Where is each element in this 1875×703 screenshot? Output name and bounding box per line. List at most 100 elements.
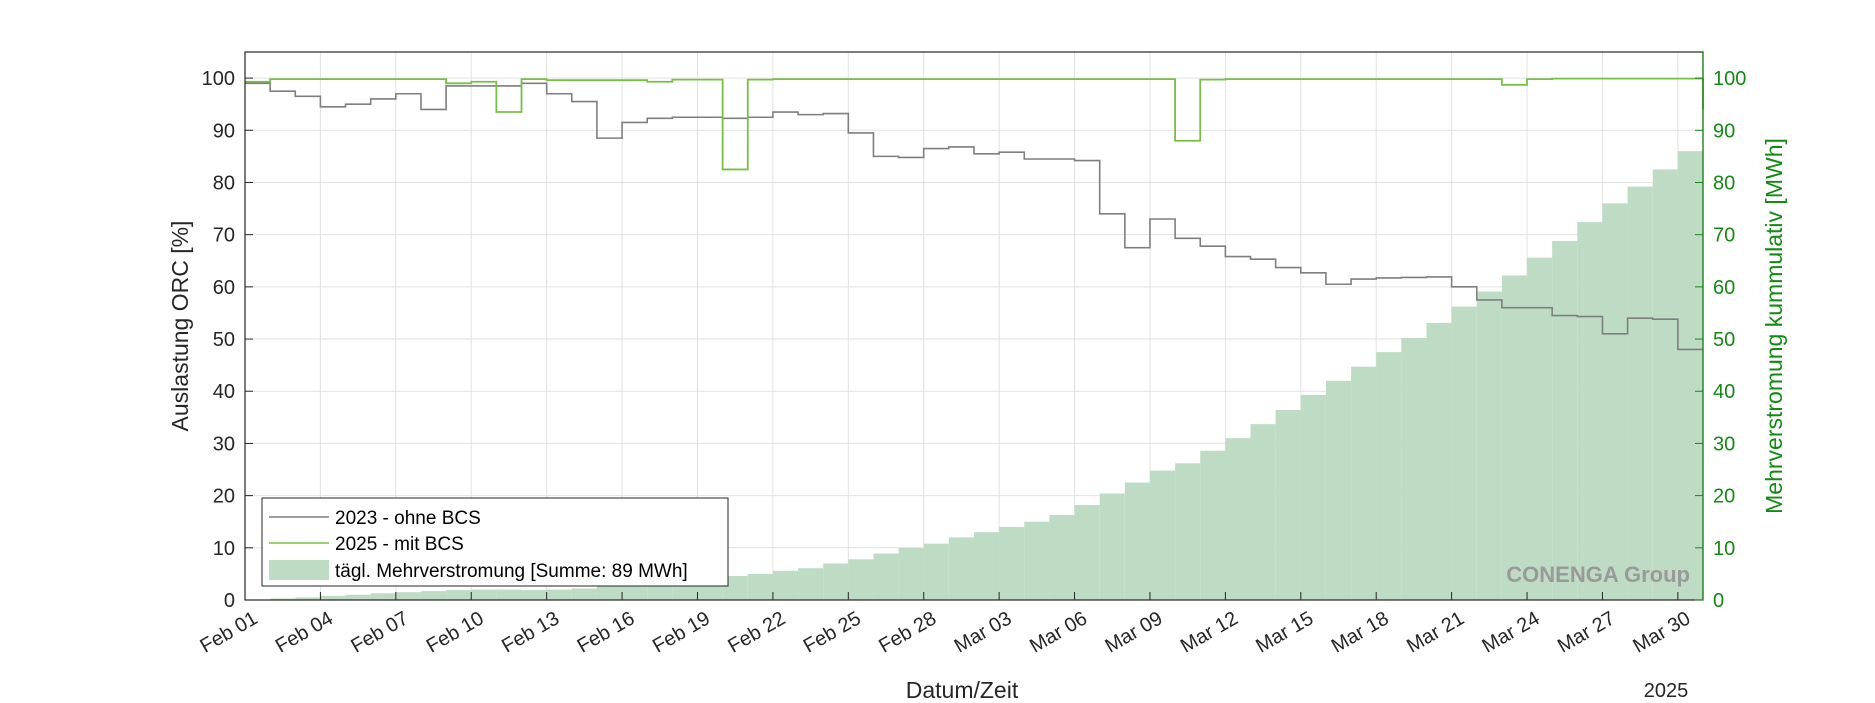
area-step-31 (1024, 521, 1050, 600)
area-step-50 (1501, 275, 1528, 600)
legend-label-2025: 2025 - mit BCS (335, 534, 464, 555)
area-step-33 (1074, 505, 1100, 600)
x-tick-4: Feb 13 (498, 607, 563, 657)
y-left-tick-3: 30 (213, 433, 235, 455)
x-tick-17: Mar 24 (1479, 607, 1544, 657)
area-step-20 (747, 573, 773, 600)
x-tick-3: Feb 10 (423, 607, 488, 657)
area-step-34 (1099, 493, 1125, 600)
x-tick-8: Feb 25 (800, 607, 865, 657)
area-step-28 (948, 537, 974, 600)
y-left-tick-9: 90 (213, 120, 235, 142)
area-step-7 (420, 591, 447, 600)
area-step-30 (999, 526, 1025, 600)
series-lines (245, 77, 1704, 351)
area-step-5 (370, 593, 396, 600)
area-step-23 (823, 563, 849, 600)
y-left-tick-10: 100 (202, 68, 235, 90)
legend-swatch-area (269, 560, 329, 580)
area-step-15 (622, 584, 648, 600)
legend: 2023 - ohne BCS 2025 - mit BCS tägl. Meh… (261, 497, 729, 587)
area-step-25 (873, 553, 899, 600)
x-axis-label: Datum/Zeit (906, 677, 1019, 703)
area-step-46 (1401, 338, 1427, 600)
area-step-8 (446, 590, 472, 600)
y-left-tick-1: 10 (213, 538, 235, 560)
area-step-37 (1175, 463, 1201, 600)
x-tick-19: Mar 30 (1629, 607, 1694, 657)
x-tick-14: Mar 15 (1252, 607, 1317, 657)
x-tick-18: Mar 27 (1554, 607, 1619, 657)
watermark: CONENGA Group (1506, 562, 1690, 587)
area-step-36 (1149, 470, 1176, 600)
area-step-24 (848, 559, 874, 600)
y-right-tick-1: 10 (1713, 538, 1735, 560)
area-step-16 (647, 582, 673, 600)
y-right-tick-8: 80 (1713, 172, 1735, 194)
y-right-tick-9: 90 (1713, 120, 1735, 142)
area-step-57 (1677, 151, 1703, 600)
area-step-41 (1275, 410, 1301, 600)
legend-label-area: tägl. Mehrverstromung [Summe: 89 MWh] (335, 561, 688, 582)
y-axis-right: 0 10 20 30 40 50 60 70 80 90 100 (1695, 52, 1746, 612)
y-right-tick-6: 60 (1713, 277, 1735, 299)
series-2023-line (245, 82, 1703, 351)
y-axis-left: 0 10 20 30 40 50 60 70 80 90 100 (202, 68, 253, 612)
area-step-29 (974, 532, 1000, 600)
x-tick-2: Feb 07 (347, 607, 412, 657)
area-step-13 (571, 588, 597, 600)
x-tick-5: Feb 16 (574, 607, 639, 657)
area-step-55 (1627, 186, 1653, 600)
area-step-40 (1250, 424, 1276, 600)
y-left-tick-8: 80 (213, 172, 235, 194)
series-2025-line (245, 77, 1704, 171)
area-step-27 (923, 543, 949, 600)
y-left-tick-0: 0 (224, 590, 235, 612)
y-left-tick-7: 70 (213, 225, 235, 247)
legend-box (261, 497, 729, 587)
area-step-21 (772, 570, 799, 600)
x-tick-12: Mar 09 (1101, 607, 1166, 657)
cumulative-area (245, 151, 1703, 601)
x-tick-13: Mar 12 (1177, 607, 1242, 657)
x-tick-7: Feb 22 (724, 607, 789, 657)
area-step-10 (496, 589, 522, 600)
x-tick-9: Feb 28 (875, 607, 940, 657)
area-step-12 (546, 589, 572, 600)
area-step-52 (1552, 240, 1578, 601)
x-tick-15: Mar 18 (1328, 607, 1393, 657)
area-step-22 (798, 568, 824, 600)
area-step-11 (521, 590, 547, 600)
x-tick-0: Feb 01 (197, 607, 262, 657)
area-step-32 (1049, 514, 1075, 600)
x-axis-year-label: 2025 (1644, 680, 1689, 702)
y-right-tick-7: 70 (1713, 225, 1735, 247)
y-right-tick-2: 20 (1713, 486, 1735, 508)
area-step-53 (1577, 222, 1603, 601)
area-step-48 (1451, 306, 1477, 600)
y-right-tick-3: 30 (1713, 433, 1735, 455)
x-tick-6: Feb 19 (649, 607, 714, 657)
x-tick-10: Mar 03 (951, 607, 1016, 657)
area-step-51 (1527, 257, 1553, 600)
area-step-26 (898, 547, 924, 600)
x-tick-16: Mar 21 (1403, 607, 1468, 657)
area-step-45 (1376, 352, 1402, 600)
area-step-3 (320, 595, 346, 600)
area-step-2 (295, 597, 321, 600)
y-right-tick-10: 100 (1713, 68, 1746, 90)
area-step-39 (1225, 438, 1251, 600)
y-right-tick-5: 50 (1713, 329, 1735, 351)
y-axis-left-label: Auslastung ORC [%] (167, 221, 193, 432)
area-step-42 (1300, 394, 1326, 600)
x-tick-1: Feb 04 (272, 607, 337, 657)
area-step-14 (596, 586, 623, 600)
y-left-tick-5: 50 (213, 329, 235, 351)
x-tick-11: Mar 06 (1026, 607, 1091, 657)
area-step-49 (1476, 291, 1502, 600)
y-axis-right-label: Mehrverstromung kummulativ [MWh] (1761, 138, 1787, 514)
area-step-4 (345, 594, 371, 600)
y-left-tick-2: 20 (213, 486, 235, 508)
y-right-tick-0: 0 (1713, 590, 1724, 612)
